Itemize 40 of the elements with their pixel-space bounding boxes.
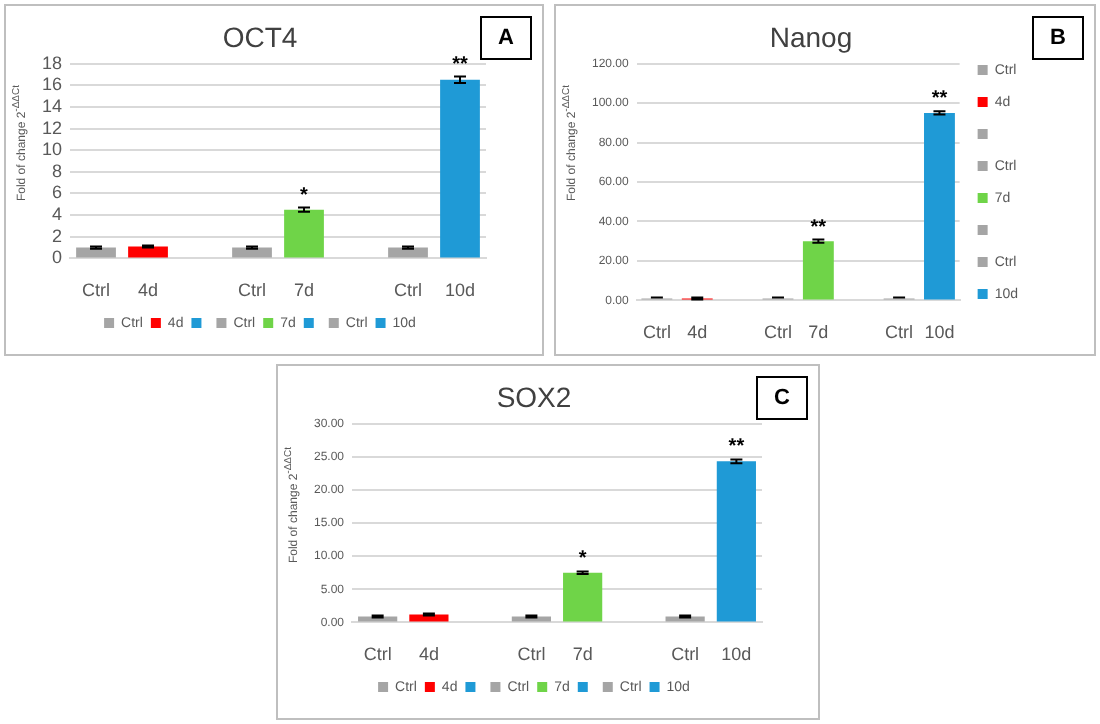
annotation: ** <box>931 88 948 111</box>
y-tick-label: 4 <box>51 204 63 225</box>
x-tick-label: Ctrl <box>394 280 422 301</box>
annotation: ** <box>452 54 468 77</box>
chart-title: Nanog <box>769 20 853 53</box>
x-tick-label: 4d <box>138 280 159 301</box>
x-tick-label: Ctrl <box>363 644 392 665</box>
y-tick-label: 14 <box>41 95 63 116</box>
y-tick-label: 18 <box>41 52 63 73</box>
y-tick-label: 0 <box>51 247 63 268</box>
x-tick-label: 4d <box>418 644 439 665</box>
x-tick-label: 4d <box>687 322 708 343</box>
annotation: ** <box>810 216 827 239</box>
y-tick-label: 16 <box>41 74 63 95</box>
x-tick-label: Ctrl <box>763 322 792 343</box>
text: B <box>1032 16 1084 60</box>
x-tick-label: Ctrl <box>82 280 111 301</box>
x-tick-label: 10d <box>924 322 955 343</box>
y-tick-label: 10 <box>41 139 63 160</box>
chart-title: OCT4 <box>222 20 298 53</box>
x-tick-label: 7d <box>808 322 829 343</box>
y-tick-label: 8 <box>51 160 63 181</box>
text: C <box>756 376 808 420</box>
annotation: * <box>300 185 309 208</box>
annotation: * <box>578 548 587 571</box>
x-tick-label: Ctrl <box>642 322 671 343</box>
x-tick-label: 7d <box>293 280 315 301</box>
x-tick-label: Ctrl <box>671 644 700 665</box>
annotation: ** <box>728 436 745 459</box>
x-tick-label: Ctrl <box>517 644 546 665</box>
y-tick-label: 6 <box>51 182 63 203</box>
x-tick-label: 10d <box>721 644 752 665</box>
x-tick-label: Ctrl <box>885 322 914 343</box>
x-tick-label: 10d <box>444 280 476 301</box>
y-tick-label: 2 <box>51 225 63 246</box>
text: A <box>480 16 532 60</box>
y-tick-label: 12 <box>41 117 63 138</box>
x-tick-label: 7d <box>572 644 593 665</box>
x-tick-label: Ctrl <box>238 280 267 301</box>
chart-title: SOX2 <box>496 380 572 413</box>
